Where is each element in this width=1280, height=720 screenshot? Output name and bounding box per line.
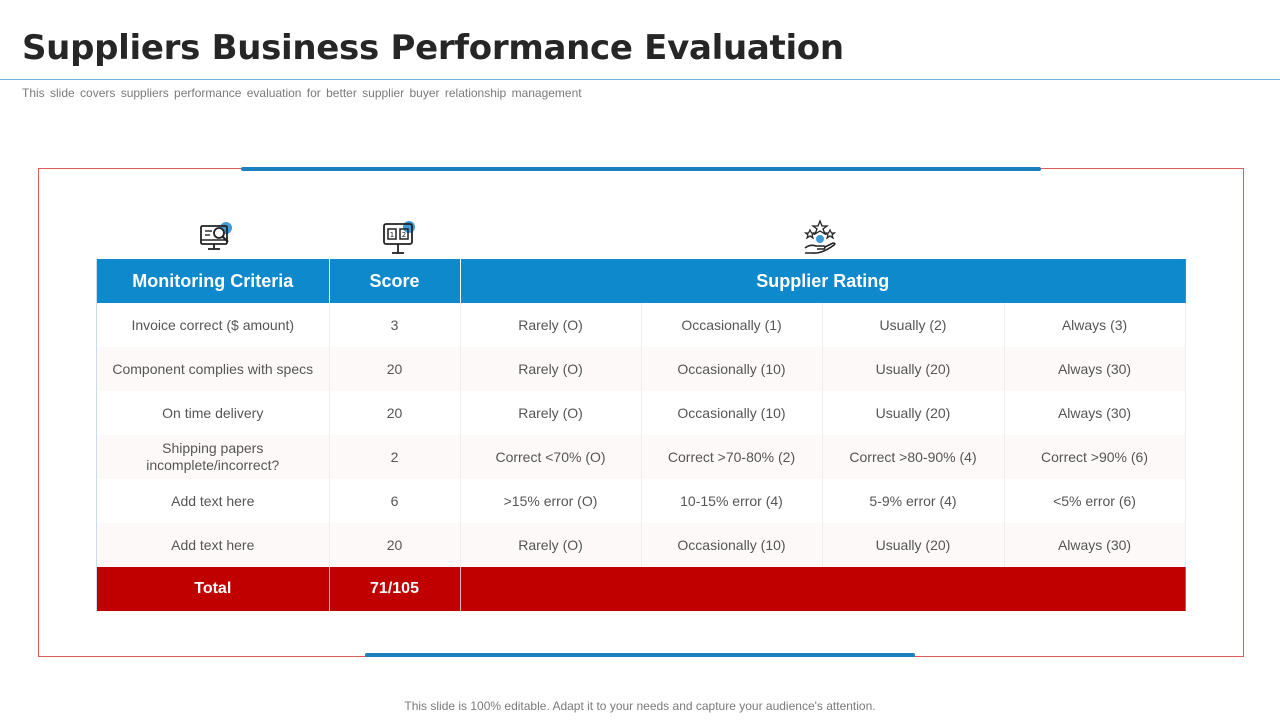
header-supplier-rating: Supplier Rating: [460, 259, 1186, 303]
rating-cell: Occasionally (10): [641, 347, 823, 391]
criteria-cell: Component complies with specs: [97, 347, 330, 391]
score-cell: 20: [329, 391, 461, 435]
rating-cell: Usually (2): [822, 303, 1005, 347]
title-divider: [0, 79, 1280, 80]
table-header-row: Monitoring Criteria Score Supplier Ratin…: [97, 259, 1186, 303]
total-score: 71/105: [329, 567, 461, 611]
criteria-cell: Add text here: [97, 523, 330, 567]
rating-cell: Rarely (O): [460, 391, 642, 435]
criteria-cell: On time delivery: [97, 391, 330, 435]
rating-cell: Occasionally (10): [641, 391, 823, 435]
table-row: On time delivery 20 Rarely (O) Occasiona…: [97, 391, 1186, 435]
rating-cell: Always (30): [1004, 523, 1186, 567]
score-cell: 2: [329, 435, 461, 479]
slide-subtitle: This slide covers suppliers performance …: [22, 86, 582, 100]
table-row: Invoice correct ($ amount) 3 Rarely (O) …: [97, 303, 1186, 347]
total-rating-blank: [460, 567, 1186, 611]
criteria-cell: Shipping papers incomplete/incorrect?: [97, 435, 330, 479]
rating-cell: 10-15% error (4): [641, 479, 823, 523]
total-row: Total 71/105: [97, 567, 1186, 611]
rating-cell: Correct <70% (O): [460, 435, 642, 479]
score-cell: 20: [329, 523, 461, 567]
hand-stars-icon: [794, 216, 846, 260]
table-row: Component complies with specs 20 Rarely …: [97, 347, 1186, 391]
header-monitoring-criteria: Monitoring Criteria: [97, 259, 330, 303]
frame-accent-bottom: [365, 653, 915, 657]
rating-cell: Occasionally (1): [641, 303, 823, 347]
svg-text:2: 2: [402, 231, 406, 239]
evaluation-table: Monitoring Criteria Score Supplier Ratin…: [96, 259, 1186, 611]
slide-title: Suppliers Business Performance Evaluatio…: [22, 28, 844, 68]
svg-text:1: 1: [390, 231, 394, 239]
rating-cell: Always (30): [1004, 391, 1186, 435]
rating-cell: Usually (20): [822, 347, 1005, 391]
score-cell: 6: [329, 479, 461, 523]
table-row: Add text here 20 Rarely (O) Occasionally…: [97, 523, 1186, 567]
rating-cell: Correct >90% (6): [1004, 435, 1186, 479]
scoreboard-icon: 1 2: [373, 216, 425, 260]
rating-cell: Usually (20): [822, 391, 1005, 435]
slide-footer: This slide is 100% editable. Adapt it to…: [404, 699, 876, 713]
rating-cell: Rarely (O): [460, 523, 642, 567]
rating-cell: Occasionally (10): [641, 523, 823, 567]
score-cell: 20: [329, 347, 461, 391]
rating-cell: Correct >70-80% (2): [641, 435, 823, 479]
table-row: Shipping papers incomplete/incorrect? 2 …: [97, 435, 1186, 479]
rating-cell: <5% error (6): [1004, 479, 1186, 523]
criteria-cell: Add text here: [97, 479, 330, 523]
table-row: Add text here 6 >15% error (O) 10-15% er…: [97, 479, 1186, 523]
frame-accent-top: [241, 167, 1041, 171]
score-cell: 3: [329, 303, 461, 347]
rating-cell: Always (3): [1004, 303, 1186, 347]
criteria-cell: Invoice correct ($ amount): [97, 303, 330, 347]
rating-cell: Rarely (O): [460, 347, 642, 391]
rating-cell: Always (30): [1004, 347, 1186, 391]
monitor-magnifier-icon: [191, 216, 243, 260]
total-label: Total: [97, 567, 330, 611]
header-score: Score: [329, 259, 461, 303]
rating-cell: >15% error (O): [460, 479, 642, 523]
rating-cell: Rarely (O): [460, 303, 642, 347]
rating-cell: Correct >80-90% (4): [822, 435, 1005, 479]
rating-cell: 5-9% error (4): [822, 479, 1005, 523]
rating-cell: Usually (20): [822, 523, 1005, 567]
